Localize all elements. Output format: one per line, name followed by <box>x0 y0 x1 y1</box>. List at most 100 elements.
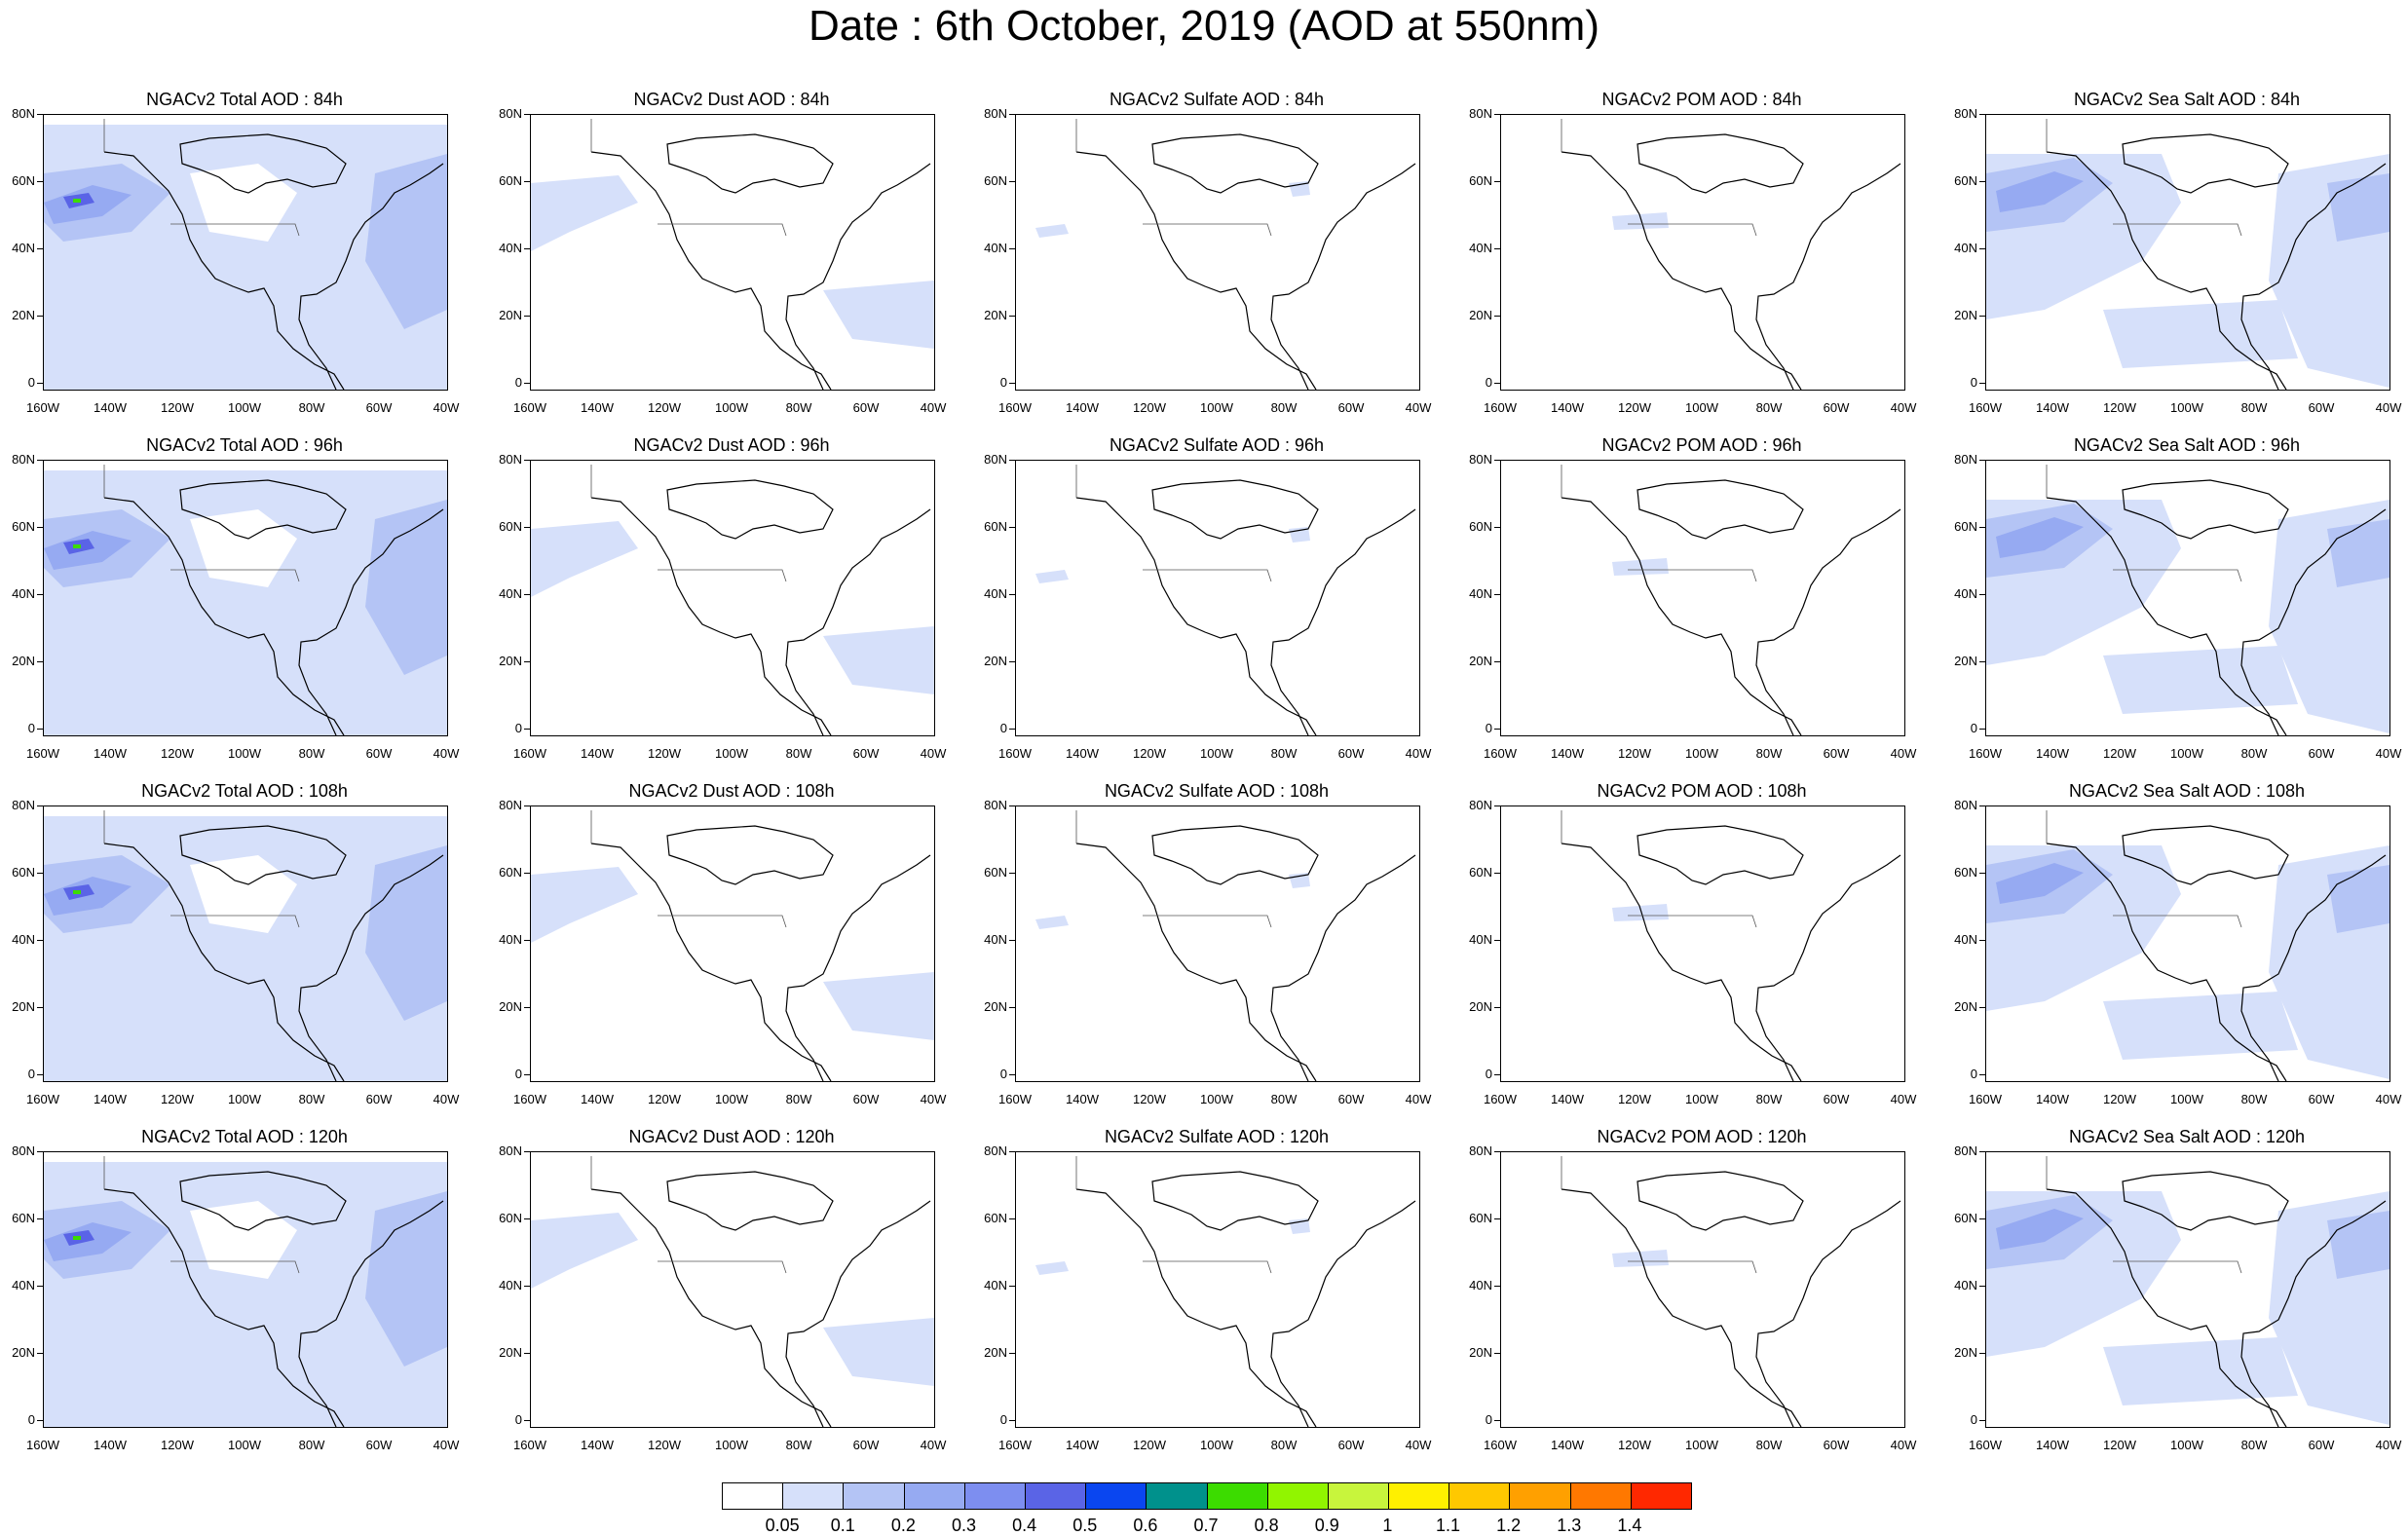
latitude-label: 60N <box>1469 865 1492 880</box>
latitude-label: 60N <box>12 865 35 880</box>
coastline <box>590 825 931 1081</box>
latitude-label: 0 <box>514 1067 522 1082</box>
latitude-tick <box>1979 940 1985 942</box>
panel-title: NGACv2 Sea Salt AOD : 84h <box>2073 90 2301 109</box>
latitude-label: 20N <box>1954 308 1977 323</box>
latitude-tick <box>1979 1420 1985 1422</box>
longitude-label: 140W <box>94 400 127 415</box>
longitude-label: 100W <box>715 746 748 761</box>
longitude-label: 160W <box>1969 400 2002 415</box>
latitude-tick <box>524 1420 530 1422</box>
map-frame <box>530 460 935 736</box>
latitude-tick <box>1009 1286 1015 1288</box>
panel-title: NGACv2 Sulfate AOD : 120h <box>1104 1127 1330 1146</box>
panel-title: NGACv2 POM AOD : 120h <box>1597 1127 1807 1146</box>
aod-shaded-region <box>1996 517 2084 558</box>
latitude-tick <box>1979 1218 1985 1220</box>
aod-shaded-region <box>1996 863 2084 904</box>
longitude-label: 100W <box>1685 1092 1718 1106</box>
longitude-label: 40W <box>2375 1092 2402 1106</box>
aod-map <box>1561 465 1901 735</box>
longitude-label: 60W <box>852 1438 880 1452</box>
longitude-label: 100W <box>2170 400 2203 415</box>
latitude-tick <box>524 873 530 875</box>
longitude-label: 80W <box>785 400 812 415</box>
longitude-label: 140W <box>94 1092 127 1106</box>
latitude-label: 80N <box>1954 1143 1977 1158</box>
latitude-tick <box>1494 527 1500 529</box>
latitude-tick <box>524 181 530 183</box>
colorbar-label: 0.6 <box>1133 1516 1158 1535</box>
latitude-tick <box>1979 1353 1985 1355</box>
aod-map <box>44 119 447 390</box>
longitude-label: 100W <box>228 400 261 415</box>
national-border <box>1075 465 1272 582</box>
longitude-label: 40W <box>433 1438 460 1452</box>
longitude-label: 140W <box>1551 400 1584 415</box>
map-panel-sulfate: NGACv2 Sulfate AOD : 108h 80N 60N 40N 20N 0 16… <box>972 781 1459 1127</box>
aod-shaded-region <box>190 164 297 242</box>
latitude-tick <box>1494 316 1500 318</box>
colorbar-label: 0.05 <box>765 1516 800 1535</box>
coastline <box>2046 1171 2387 1427</box>
latitude-label: 40N <box>984 932 1007 948</box>
latitude-tick <box>1009 248 1015 250</box>
latitude-tick <box>37 114 43 115</box>
aod-shaded-region <box>823 1318 934 1386</box>
longitude-label: 60W <box>1337 1438 1365 1452</box>
longitude-label: 140W <box>94 1438 127 1452</box>
latitude-label: 20N <box>12 999 35 1015</box>
latitude-tick <box>1494 1218 1500 1220</box>
coastline <box>1561 479 1901 735</box>
colorbar-label: 0.2 <box>890 1516 916 1535</box>
latitude-tick <box>524 729 530 731</box>
coastline <box>590 479 931 735</box>
aod-shaded-region <box>2103 646 2298 714</box>
aod-shaded-region <box>190 855 297 933</box>
aod-shaded-region <box>2103 992 2298 1060</box>
longitude-label: 120W <box>161 1092 194 1106</box>
longitude-label: 60W <box>2308 1092 2335 1106</box>
longitude-label: 140W <box>2036 746 2069 761</box>
latitude-label: 80N <box>499 798 522 812</box>
latitude-tick <box>524 1286 530 1288</box>
latitude-label: 0 <box>1970 1067 1977 1082</box>
latitude-label: 60N <box>984 519 1007 535</box>
longitude-label: 60W <box>1337 400 1365 415</box>
longitude-label: 120W <box>1618 400 1651 415</box>
aod-map <box>531 119 934 390</box>
aod-map <box>1986 119 2389 390</box>
panel-title: NGACv2 Dust AOD : 120h <box>628 1127 835 1146</box>
longitude-label: 100W <box>228 746 261 761</box>
aod-map <box>44 465 447 735</box>
longitude-label: 40W <box>433 400 460 415</box>
aod-shaded-region <box>73 544 81 548</box>
longitude-label: 120W <box>648 400 681 415</box>
longitude-label: 120W <box>648 1092 681 1106</box>
latitude-label: 0 <box>1970 375 1977 391</box>
national-border <box>1075 1156 1272 1274</box>
latitude-tick <box>1009 1420 1015 1422</box>
longitude-label: 100W <box>2170 746 2203 761</box>
latitude-tick <box>524 805 530 806</box>
map-frame <box>1500 460 1905 736</box>
latitude-tick <box>37 940 43 942</box>
longitude-label: 100W <box>2170 1092 2203 1106</box>
latitude-tick <box>37 1420 43 1422</box>
aod-shaded-region <box>2327 1211 2389 1279</box>
panel-title: NGACv2 Total AOD : 84h <box>146 90 343 109</box>
aod-map <box>1561 119 1901 390</box>
latitude-tick <box>37 1074 43 1076</box>
latitude-tick <box>1979 383 1985 385</box>
latitude-tick <box>1979 1007 1985 1009</box>
longitude-label: 40W <box>1405 746 1432 761</box>
aod-map <box>1986 810 2389 1081</box>
latitude-tick <box>37 316 43 318</box>
colorbar-swatch <box>1631 1483 1691 1509</box>
longitude-label: 80W <box>298 400 325 415</box>
longitude-label: 80W <box>1755 1438 1783 1452</box>
longitude-label: 80W <box>1755 400 1783 415</box>
latitude-tick <box>37 1007 43 1009</box>
longitude-label: 40W <box>920 400 947 415</box>
latitude-label: 0 <box>1970 721 1977 736</box>
